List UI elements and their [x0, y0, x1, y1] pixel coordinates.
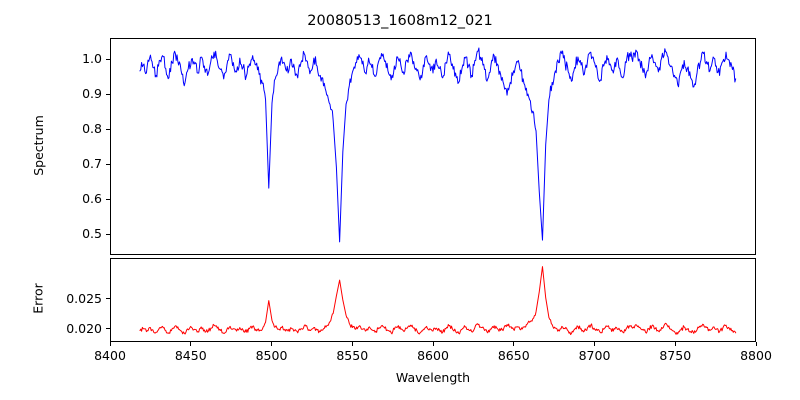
x-tick-label: 8800 — [740, 348, 772, 363]
spectrum-line-plot — [111, 39, 755, 254]
x-tick-label: 8600 — [417, 348, 449, 363]
x-tick-mark — [432, 342, 434, 346]
spectrum-y-tick-mark — [106, 58, 110, 60]
x-axis-label: Wavelength — [395, 370, 471, 385]
error-line-plot — [111, 259, 755, 341]
x-tick-mark — [594, 342, 596, 346]
x-tick-mark — [109, 342, 111, 346]
spectrum-y-tick-mark — [106, 163, 110, 165]
error-y-tick-label: 0.020 — [66, 320, 102, 336]
x-tick-label: 8500 — [255, 348, 288, 363]
spectrum-y-tick-label: 0.8 — [82, 121, 102, 136]
x-tick-mark — [755, 342, 757, 346]
spectrum-y-tick-mark — [106, 198, 110, 200]
x-tick-mark — [271, 342, 273, 346]
error-y-tick-label: 0.025 — [66, 290, 102, 306]
spectrum-y-axis-label: Spectrum — [30, 114, 46, 176]
error-y-tick-mark — [106, 298, 110, 300]
spectrum-y-tick-label: 0.6 — [82, 191, 102, 206]
x-tick-label: 8550 — [336, 348, 369, 363]
x-tick-label: 8700 — [578, 348, 611, 363]
spectrum-y-tick-mark — [106, 128, 110, 130]
x-tick-mark — [674, 342, 676, 346]
spectrum-y-tick-label: 0.5 — [82, 226, 102, 241]
x-tick-label: 8650 — [497, 348, 530, 363]
spectrum-y-tick-label: 0.7 — [82, 156, 102, 171]
x-tick-mark — [351, 342, 353, 346]
x-tick-mark — [190, 342, 192, 346]
error-y-axis-label: Error — [30, 283, 46, 314]
x-tick-mark — [513, 342, 515, 346]
spectrum-axes — [110, 38, 756, 255]
spectrum-y-tick-mark — [106, 93, 110, 95]
plot-title: 20080513_1608m12_021 — [307, 13, 493, 29]
x-tick-label: 8400 — [94, 348, 126, 363]
x-tick-label: 8450 — [174, 348, 207, 363]
error-axes — [110, 258, 756, 342]
spectrum-y-tick-mark — [106, 233, 110, 235]
spectrum-y-tick-label: 0.9 — [82, 86, 102, 101]
x-tick-label: 8750 — [659, 348, 692, 363]
spectrum-y-tick-label: 1.0 — [82, 51, 102, 66]
error-y-tick-mark — [106, 328, 110, 330]
